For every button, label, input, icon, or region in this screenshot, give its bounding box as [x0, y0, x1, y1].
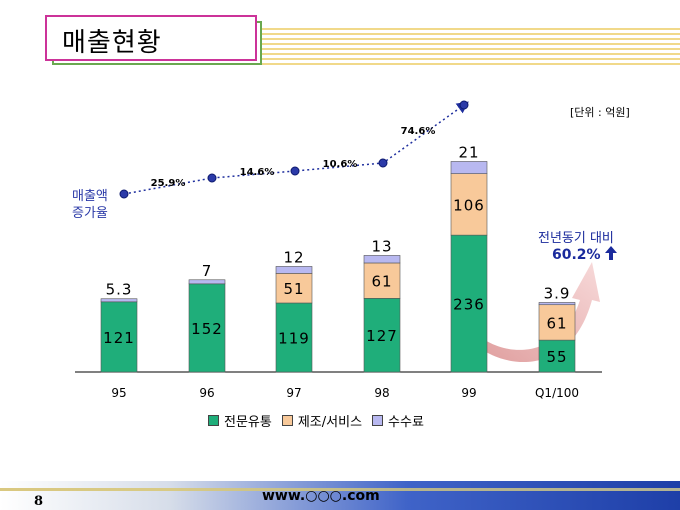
growth-point-4 [459, 100, 469, 110]
x-tick-2: 97 [286, 386, 301, 400]
growth-label-3: 10.6% [323, 159, 358, 170]
growth-label-line2: 증가율 [72, 206, 108, 221]
x-tick-0: 95 [111, 386, 126, 400]
bar-1-3 [363, 262, 401, 299]
bar-0-1 [188, 283, 226, 373]
legend-swatch-distribution [208, 415, 219, 426]
header-stripes [262, 28, 680, 66]
trend-curve-arrow [470, 262, 600, 363]
growth-label-4: 74.6% [401, 126, 436, 137]
growth-point-2 [290, 166, 300, 176]
bar-label-2-1: 7 [202, 262, 213, 280]
footer-url: www.○○○.com [262, 488, 380, 504]
growth-rate-label: 매출액 증가율 [72, 188, 108, 222]
bar-label-2-3: 13 [371, 237, 392, 255]
x-tick-4: 99 [461, 386, 476, 400]
bar-label-0-3: 127 [366, 327, 398, 345]
legend-label-commission: 수수료 [388, 415, 424, 430]
yoy-comparison-value: 60.2% [552, 246, 618, 263]
page-title: 매출현황 [62, 28, 162, 58]
bar-label-2-4: 21 [458, 143, 479, 161]
growth-point-1 [207, 173, 217, 183]
growth-label-line1: 매출액 [72, 189, 108, 204]
sales-chart: 1215.31527119511212761132361062155613.9 … [75, 100, 602, 400]
legend-label-manufacturing: 제조/서비스 [297, 415, 363, 430]
bar-label-0-5: 55 [546, 348, 567, 366]
bar-2-3 [363, 255, 401, 264]
bar-2-0 [100, 298, 138, 303]
bar-label-1-3: 61 [371, 273, 392, 291]
bar-1-4 [450, 173, 488, 236]
bar-0-2 [275, 302, 313, 373]
bar-2-2 [275, 266, 313, 274]
bar-label-1-4: 106 [453, 196, 485, 214]
footer-band [0, 488, 680, 491]
bar-label-2-0: 5.3 [106, 281, 133, 299]
legend-swatch-manufacturing [281, 415, 293, 426]
bar-label-1-2: 51 [283, 280, 304, 298]
bar-0-4 [450, 234, 488, 373]
bar-label-2-5: 3.9 [544, 284, 571, 302]
bar-label-0-2: 119 [278, 329, 310, 347]
bar-1-5 [538, 304, 576, 341]
bar-label-0-0: 121 [103, 329, 135, 347]
x-tick-3: 98 [374, 386, 389, 400]
legend-item-commission: 수수료 [372, 411, 424, 430]
growth-point-3 [378, 158, 388, 168]
page-number: 8 [34, 494, 44, 509]
bar-2-1 [188, 279, 226, 285]
bar-0-3 [363, 298, 401, 373]
yoy-comparison-label: 전년동기 대비 [538, 231, 614, 246]
title-frame [45, 15, 257, 61]
bar-label-1-5: 61 [546, 314, 567, 332]
footer-bar [0, 481, 680, 510]
bar-0-5 [538, 339, 576, 373]
chart-legend: 전문유통 제조/서비스 수수료 [208, 411, 424, 430]
x-tick-1: 96 [199, 386, 214, 400]
growth-point-0 [119, 189, 129, 199]
bar-2-5 [538, 302, 576, 306]
bar-label-0-4: 236 [453, 296, 485, 314]
x-tick-5: Q1/100 [535, 386, 579, 400]
yoy-value-text: 60.2% [552, 247, 601, 263]
unit-label: [단위 : 억원] [570, 106, 630, 119]
up-arrow-icon [605, 246, 618, 260]
growth-label-2: 14.6% [240, 167, 275, 178]
growth-label-1: 25.9% [151, 178, 186, 189]
bar-label-2-2: 12 [283, 248, 304, 266]
legend-swatch-commission [372, 415, 384, 426]
bar-label-0-1: 152 [191, 320, 223, 338]
legend-label-distribution: 전문유통 [224, 415, 272, 430]
legend-item-distribution: 전문유통 [208, 411, 272, 430]
bar-2-4 [450, 161, 488, 174]
legend-item-manufacturing: 제조/서비스 [281, 411, 363, 430]
